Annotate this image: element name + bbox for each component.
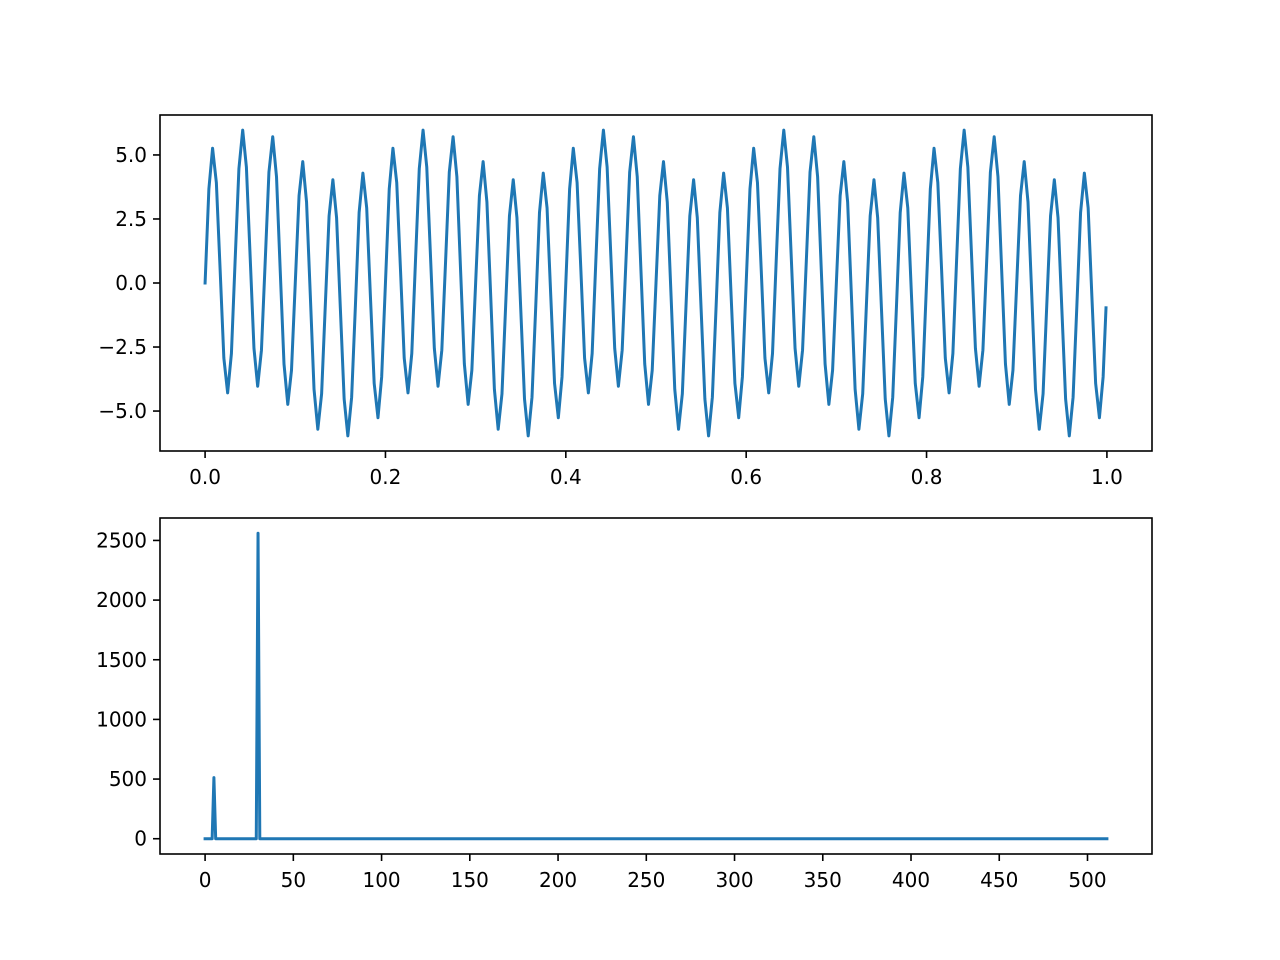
x-tick-label: 0.4 — [550, 465, 582, 489]
x-tick-label: 0 — [199, 868, 212, 892]
x-tick-label: 350 — [804, 868, 842, 892]
y-tick-label: 1000 — [96, 707, 147, 731]
x-tick-label: 500 — [1068, 868, 1106, 892]
x-tick-label: 300 — [715, 868, 753, 892]
y-tick-label: −5.0 — [98, 399, 147, 423]
x-tick-label: 1.0 — [1091, 465, 1123, 489]
y-tick-label: 500 — [109, 767, 147, 791]
y-tick-label: 2.5 — [115, 207, 147, 231]
y-tick-label: 0 — [134, 827, 147, 851]
x-tick-label: 200 — [539, 868, 577, 892]
axes-frame — [159, 517, 1153, 855]
x-tick-label: 450 — [980, 868, 1018, 892]
y-tick-label: 2500 — [96, 528, 147, 552]
x-tick-label: 0.6 — [730, 465, 762, 489]
data-line — [203, 128, 1108, 438]
x-tick-label: 0.2 — [370, 465, 402, 489]
y-tick-label: 1500 — [96, 648, 147, 672]
x-tick-label: 0.0 — [189, 465, 221, 489]
x-tick-label: 0.8 — [911, 465, 943, 489]
axes: 0 50 100 150 200 250 300 350 400 450 500 0 500 1000 15… — [96, 517, 1153, 892]
y-tick-label: 0.0 — [115, 271, 147, 295]
x-tick-label: 100 — [362, 868, 400, 892]
y-tick-label: 5.0 — [115, 143, 147, 167]
data-line — [203, 531, 1109, 841]
x-tick-label: 50 — [281, 868, 306, 892]
x-tick-label: 150 — [451, 868, 489, 892]
x-tick-label: 400 — [892, 868, 930, 892]
axes: 0.0 0.2 0.4 0.6 0.8 1.0 −5.0 −2.5 0.0 2.5 5.0 — [98, 114, 1153, 489]
y-tick-label: −2.5 — [98, 335, 147, 359]
x-tick-label: 250 — [627, 868, 665, 892]
y-tick-label: 2000 — [96, 588, 147, 612]
